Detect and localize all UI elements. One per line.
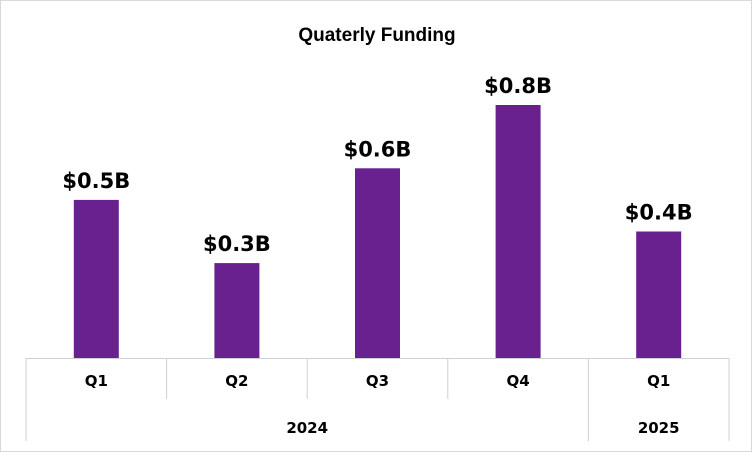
tick-label-1: Q1	[85, 372, 108, 390]
group-label-2024: 2024	[286, 419, 328, 437]
bar-2	[214, 263, 260, 358]
bars-layer	[73, 105, 682, 359]
category-axis: Q1 Q2 Q3 Q4 Q1 2024 2025	[25, 358, 730, 441]
data-label-2: $0.3B	[203, 232, 271, 256]
bar-3	[355, 168, 400, 359]
tick-label-3: Q3	[366, 372, 389, 390]
tick-label-2: Q2	[225, 372, 248, 390]
data-labels-layer: $0.5B $0.3B $0.6B $0.8B $0.4B	[62, 74, 692, 256]
data-label-4: $0.8B	[484, 74, 552, 98]
chart-title: Quaterly Funding	[298, 25, 455, 46]
data-label-5: $0.4B	[625, 201, 693, 225]
tick-label-4: Q4	[506, 372, 529, 390]
bar-4	[495, 105, 541, 358]
data-label-1: $0.5B	[62, 169, 130, 193]
bar-1	[73, 199, 119, 358]
tick-label-5: Q1	[647, 372, 670, 390]
group-label-2025: 2025	[638, 419, 680, 437]
data-label-3: $0.6B	[344, 137, 412, 161]
bar-5	[636, 231, 682, 358]
